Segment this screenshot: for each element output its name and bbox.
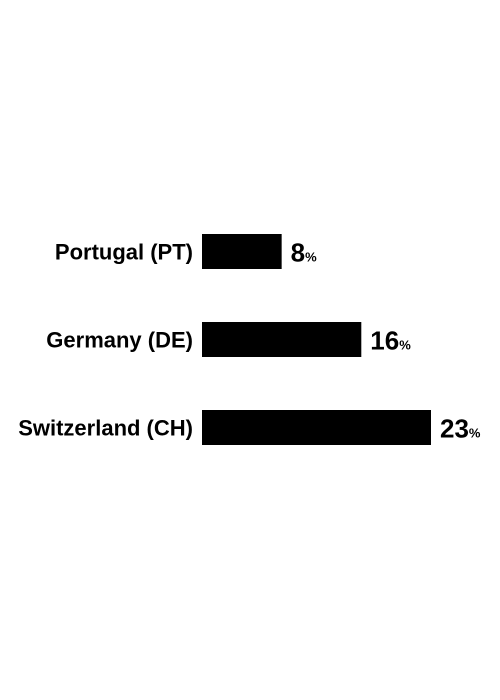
- value-unit: %: [305, 250, 317, 265]
- category-label: Germany (DE): [46, 328, 193, 353]
- value-number: 16: [370, 326, 399, 356]
- value-unit: %: [399, 338, 411, 353]
- value-unit: %: [469, 426, 481, 441]
- value-label: 23%: [440, 414, 481, 444]
- bar: [202, 322, 362, 357]
- value-number: 23: [440, 414, 469, 444]
- bar: [202, 410, 431, 445]
- value-label: 8%: [291, 238, 317, 268]
- category-label: Portugal (PT): [55, 240, 193, 265]
- bar: [202, 234, 282, 269]
- bars-group: Portugal (PT) 8% Germany (DE) 16% Switzerlan…: [18, 234, 481, 445]
- value-number: 8: [291, 238, 305, 268]
- category-label: Switzerland (CH): [18, 416, 193, 441]
- value-label: 16%: [370, 326, 411, 356]
